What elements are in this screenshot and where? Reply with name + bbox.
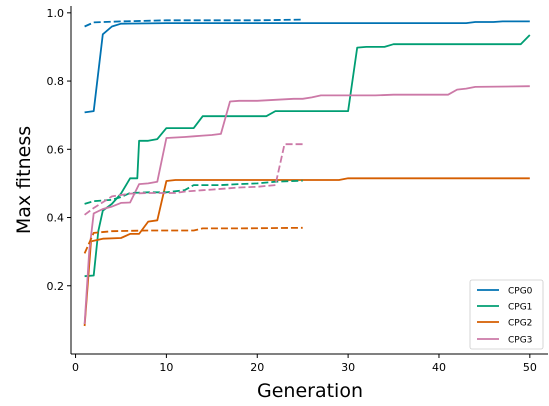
x-tick-label: 50 [523, 361, 537, 374]
x-axis-title: Generation [257, 380, 363, 402]
legend-label: CPG3 [508, 336, 532, 346]
series-line-1 [84, 34, 531, 278]
axes [70, 6, 548, 355]
tick-layer: 0 10 20 30 40 50 0.2 0.4 0.6 0.8 1.0 [47, 7, 537, 374]
legend-label: CPG2 [508, 319, 532, 329]
series-line-dashed-4 [84, 18, 303, 28]
x-tick-label: 40 [432, 361, 446, 374]
legend-box [469, 279, 544, 350]
x-tick-label: 20 [250, 361, 264, 374]
legend: CPG0 CPG1 CPG2 CPG3 [469, 279, 544, 350]
y-tick-label: 0.8 [47, 75, 65, 88]
y-axis-title: Max fitness [13, 126, 35, 234]
series-line-2 [83, 177, 530, 327]
legend-label: CPG0 [508, 287, 533, 297]
x-tick-label: 10 [159, 361, 173, 374]
legend-entry-cpg2: CPG2 [477, 319, 532, 329]
legend-entry-cpg0: CPG0 [477, 287, 533, 297]
x-tick-label: 30 [341, 361, 355, 374]
series-line-0 [84, 20, 530, 114]
series-line-dashed-6 [83, 226, 303, 254]
legend-label: CPG1 [508, 303, 532, 313]
legend-entry-cpg1: CPG1 [477, 303, 532, 313]
y-tick-label: 1.0 [47, 7, 65, 20]
legend-entry-cpg3: CPG3 [477, 336, 532, 346]
series-line-dashed-7 [84, 143, 303, 216]
series-line-dashed-5 [84, 179, 303, 205]
x-tick-label: 0 [72, 361, 79, 374]
series-line-3 [83, 85, 530, 325]
y-tick-label: 0.2 [47, 280, 65, 293]
y-tick-label: 0.6 [47, 143, 65, 156]
series-layer [83, 18, 531, 327]
y-tick-label: 0.4 [47, 212, 65, 225]
